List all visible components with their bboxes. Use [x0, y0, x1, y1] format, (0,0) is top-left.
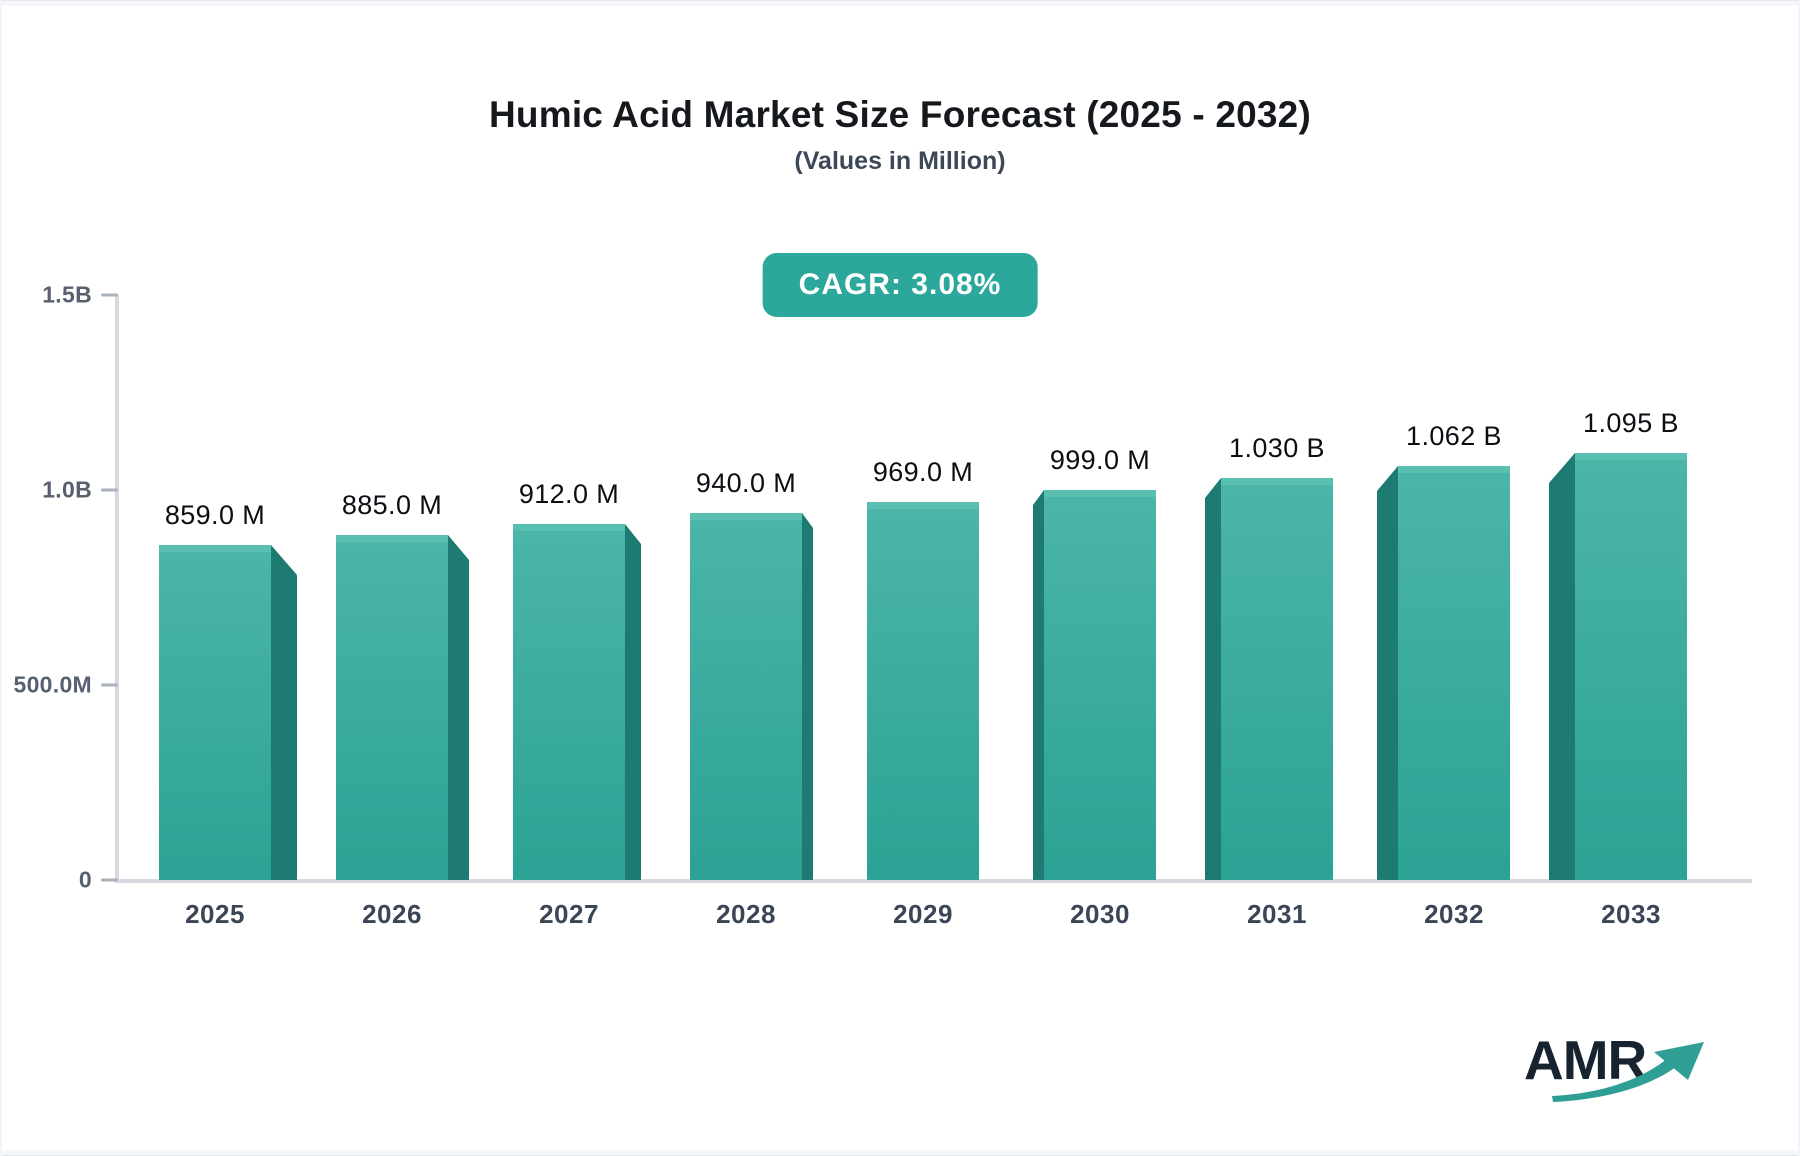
chart-subtitle: (Values in Million) — [794, 147, 1006, 175]
bar-2027 — [513, 524, 625, 880]
x-tick-label-2030: 2030 — [1070, 899, 1130, 929]
cagr-badge: CAGR: 3.08% — [762, 253, 1038, 317]
bar-3d-side-face — [271, 545, 297, 880]
x-tick-label-2029: 2029 — [893, 899, 953, 929]
y-tick-mark — [101, 293, 118, 297]
bar-2025 — [159, 545, 271, 880]
y-axis-line — [115, 295, 119, 882]
page-top-border — [0, 0, 1800, 6]
bar-3d-side-face — [448, 535, 469, 880]
y-tick-label: 1.0B — [42, 476, 92, 503]
y-tick-mark — [101, 878, 118, 882]
x-tick-label-2025: 2025 — [185, 899, 245, 929]
bar-2032 — [1398, 466, 1510, 880]
amr-logo: AMR — [1524, 1032, 1724, 1112]
trend-arrow-icon — [1552, 1042, 1704, 1102]
y-tick-mark — [101, 488, 118, 492]
x-tick-label-2032: 2032 — [1424, 899, 1484, 929]
bar-value-label: 969.0 M — [872, 457, 974, 487]
page-left-border — [0, 0, 2, 1156]
bar-3d-side-face — [1377, 466, 1398, 880]
bar-value-label: 1.030 B — [1229, 433, 1325, 463]
y-tick-label: 1.5B — [42, 281, 92, 308]
bar-2030 — [1044, 490, 1156, 880]
page-bottom-border — [0, 1150, 1800, 1156]
bar-value-label: 912.0 M — [518, 479, 620, 509]
x-tick-label-2028: 2028 — [716, 899, 776, 929]
x-tick-label-2031: 2031 — [1247, 899, 1307, 929]
bar-2029 — [867, 502, 979, 880]
bar-3d-side-face — [625, 524, 641, 880]
bar-2031 — [1221, 478, 1333, 880]
bar-2033 — [1575, 453, 1687, 880]
bar-3d-side-face — [1033, 490, 1044, 880]
y-tick-label: 0 — [78, 866, 92, 893]
x-axis-line — [115, 879, 1752, 883]
y-tick-label: 500.0M — [13, 671, 92, 698]
bar-2026 — [336, 535, 448, 880]
x-tick-label-2027: 2027 — [539, 899, 599, 929]
bar-value-label: 885.0 M — [341, 490, 443, 520]
bar-value-label: 940.0 M — [695, 468, 797, 498]
x-tick-label-2033: 2033 — [1601, 899, 1661, 929]
page-right-border — [1798, 0, 1800, 1156]
x-tick-label-2026: 2026 — [362, 899, 422, 929]
bar-value-label: 1.062 B — [1406, 421, 1502, 451]
bar-value-label: 1.095 B — [1583, 408, 1679, 438]
bar-2028 — [690, 513, 802, 880]
bar-3d-side-face — [802, 513, 813, 880]
bar-3d-side-face — [1205, 478, 1221, 880]
amr-logo-text: AMR — [1524, 1029, 1647, 1091]
y-tick-mark — [101, 683, 118, 687]
bar-value-label: 999.0 M — [1049, 445, 1151, 475]
chart-title: Humic Acid Market Size Forecast (2025 - … — [489, 94, 1311, 135]
bar-3d-side-face — [1549, 453, 1575, 880]
bar-value-label: 859.0 M — [164, 500, 266, 530]
